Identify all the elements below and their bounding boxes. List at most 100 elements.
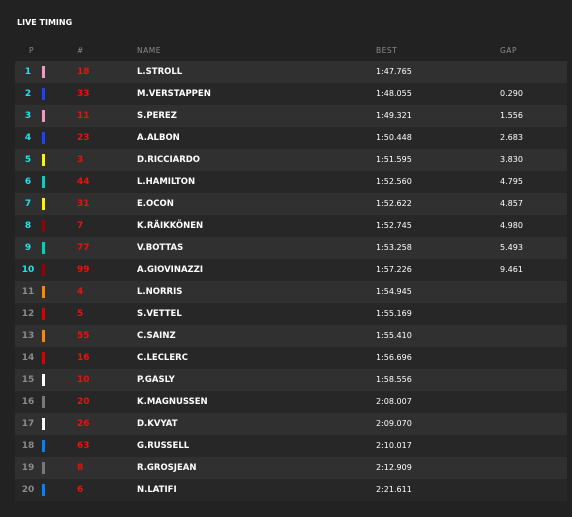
car-number: 18 bbox=[77, 67, 90, 77]
team-color bbox=[42, 88, 45, 100]
team-color bbox=[42, 154, 45, 166]
team-color bbox=[42, 462, 45, 474]
gap: 4.857 bbox=[500, 199, 523, 208]
table-row bbox=[15, 413, 567, 435]
car-number: 10 bbox=[77, 375, 90, 385]
gap: 0.290 bbox=[500, 89, 523, 98]
best-lap: 1:47.765 bbox=[376, 67, 412, 76]
gap: 4.980 bbox=[500, 221, 523, 230]
best-lap: 1:52.560 bbox=[376, 177, 412, 186]
position: 8 bbox=[24, 221, 32, 231]
position: 2 bbox=[24, 89, 32, 99]
position: 16 bbox=[21, 397, 35, 407]
car-number: 31 bbox=[77, 199, 90, 209]
gap: 9.461 bbox=[500, 265, 523, 274]
driver-name: C.LECLERC bbox=[137, 353, 188, 363]
table-row bbox=[15, 391, 567, 413]
team-color bbox=[42, 396, 45, 408]
driver-name: P.GASLY bbox=[137, 375, 175, 385]
gap: 4.795 bbox=[500, 177, 523, 186]
position: 6 bbox=[24, 177, 32, 187]
best-lap: 1:51.595 bbox=[376, 155, 412, 164]
car-number: 33 bbox=[77, 89, 90, 99]
best-lap: 2:12.909 bbox=[376, 463, 412, 472]
car-number: 23 bbox=[77, 133, 90, 143]
team-color bbox=[42, 176, 45, 188]
position: 7 bbox=[24, 199, 32, 209]
position: 13 bbox=[21, 331, 35, 341]
gap: 2.683 bbox=[500, 133, 523, 142]
driver-name: S.VETTEL bbox=[137, 309, 182, 319]
team-color bbox=[42, 220, 45, 232]
driver-name: K.RÄIKKÖNEN bbox=[137, 221, 204, 231]
table-row bbox=[15, 83, 567, 105]
best-lap: 2:09.070 bbox=[376, 419, 412, 428]
table-row bbox=[15, 435, 567, 457]
position: 5 bbox=[24, 155, 32, 165]
team-color bbox=[42, 264, 45, 276]
car-number: 20 bbox=[77, 397, 90, 407]
table-row bbox=[15, 149, 567, 171]
col-header: GAP bbox=[500, 46, 517, 55]
best-lap: 2:08.007 bbox=[376, 397, 412, 406]
driver-name: R.GROSJEAN bbox=[137, 463, 197, 473]
driver-name: N.LATIFI bbox=[137, 485, 177, 495]
col-header: BEST bbox=[376, 46, 398, 55]
col-header: P bbox=[29, 46, 35, 55]
table-row bbox=[15, 479, 567, 501]
title: LIVE TIMING bbox=[17, 18, 73, 27]
col-header: # bbox=[77, 46, 84, 55]
position: 9 bbox=[24, 243, 32, 253]
table-row bbox=[15, 281, 567, 303]
position: 12 bbox=[21, 309, 35, 319]
car-number: 6 bbox=[77, 485, 84, 495]
position: 3 bbox=[24, 111, 32, 121]
best-lap: 1:48.055 bbox=[376, 89, 412, 98]
team-color bbox=[42, 66, 45, 78]
car-number: 8 bbox=[77, 463, 84, 473]
driver-name: D.KVYAT bbox=[137, 419, 178, 429]
table-row bbox=[15, 61, 567, 83]
position: 15 bbox=[21, 375, 35, 385]
position: 4 bbox=[24, 133, 32, 143]
best-lap: 1:52.622 bbox=[376, 199, 412, 208]
position: 10 bbox=[21, 265, 35, 275]
table-row bbox=[15, 347, 567, 369]
team-color bbox=[42, 418, 45, 430]
team-color bbox=[42, 308, 45, 320]
team-color bbox=[42, 242, 45, 254]
gap: 3.830 bbox=[500, 155, 523, 164]
car-number: 55 bbox=[77, 331, 90, 341]
driver-name: G.RUSSELL bbox=[137, 441, 190, 451]
best-lap: 2:21.611 bbox=[376, 485, 412, 494]
best-lap: 1:49.321 bbox=[376, 111, 412, 120]
position: 20 bbox=[21, 485, 35, 495]
driver-name: L.HAMILTON bbox=[137, 177, 196, 187]
team-color bbox=[42, 374, 45, 386]
position: 14 bbox=[21, 353, 35, 363]
driver-name: M.VERSTAPPEN bbox=[137, 89, 211, 99]
best-lap: 1:53.258 bbox=[376, 243, 412, 252]
best-lap: 1:55.410 bbox=[376, 331, 412, 340]
table-row bbox=[15, 325, 567, 347]
table-row bbox=[15, 303, 567, 325]
best-lap: 1:58.556 bbox=[376, 375, 412, 384]
table-row bbox=[15, 171, 567, 193]
car-number: 16 bbox=[77, 353, 90, 363]
position: 1 bbox=[24, 67, 32, 77]
driver-name: E.OCON bbox=[137, 199, 174, 209]
car-number: 11 bbox=[77, 111, 90, 121]
driver-name: A.GIOVINAZZI bbox=[137, 265, 204, 275]
team-color bbox=[42, 198, 45, 210]
driver-name: C.SAINZ bbox=[137, 331, 176, 341]
position: 11 bbox=[21, 287, 35, 297]
best-lap: 1:57.226 bbox=[376, 265, 412, 274]
table-row bbox=[15, 259, 567, 281]
best-lap: 1:56.696 bbox=[376, 353, 412, 362]
driver-name: S.PEREZ bbox=[137, 111, 177, 121]
car-number: 3 bbox=[77, 155, 84, 165]
best-lap: 2:10.017 bbox=[376, 441, 412, 450]
car-number: 63 bbox=[77, 441, 90, 451]
gap: 1.556 bbox=[500, 111, 523, 120]
